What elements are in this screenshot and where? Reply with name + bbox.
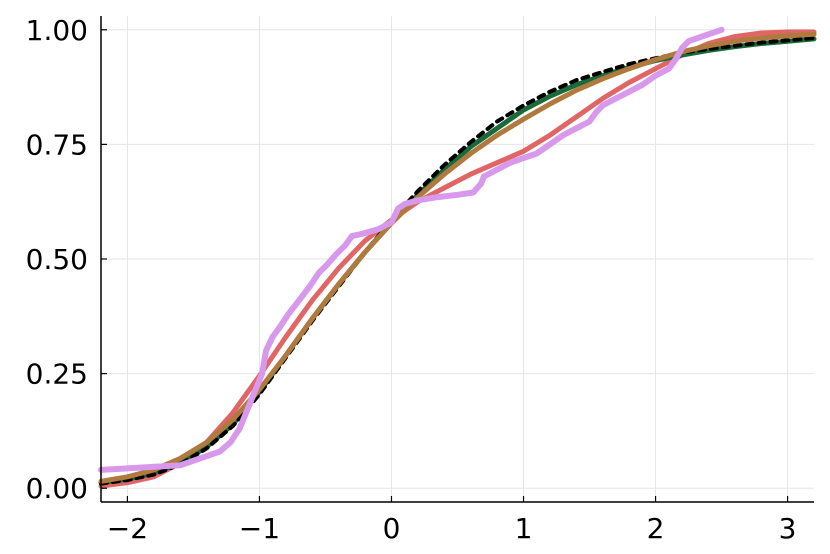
y-tick-label-1: 0.25 (26, 358, 88, 391)
y-tick-label-3: 0.75 (26, 128, 88, 161)
y-tick-label-4: 1.00 (26, 14, 88, 47)
x-tick-label-5: 3 (779, 512, 797, 545)
series-line-4 (98, 26, 725, 473)
series-line-3 (98, 31, 817, 484)
x-tick-label-1: −1 (239, 512, 280, 545)
series-line-1 (98, 36, 817, 486)
x-tick-label-3: 1 (515, 512, 533, 545)
y-tick-label-2: 0.50 (26, 243, 88, 276)
series-layer (98, 26, 817, 489)
grid-lines (101, 16, 814, 502)
x-tick-label-4: 2 (647, 512, 665, 545)
y-tick-label-0: 0.00 (26, 472, 88, 505)
x-tick-label-2: 0 (383, 512, 401, 545)
series-line-2 (99, 36, 816, 486)
x-tick-label-0: −2 (107, 512, 148, 545)
tick-layer: −2 −1 0 1 2 3 0.00 0.25 0.50 0.75 1.00 (26, 14, 797, 545)
